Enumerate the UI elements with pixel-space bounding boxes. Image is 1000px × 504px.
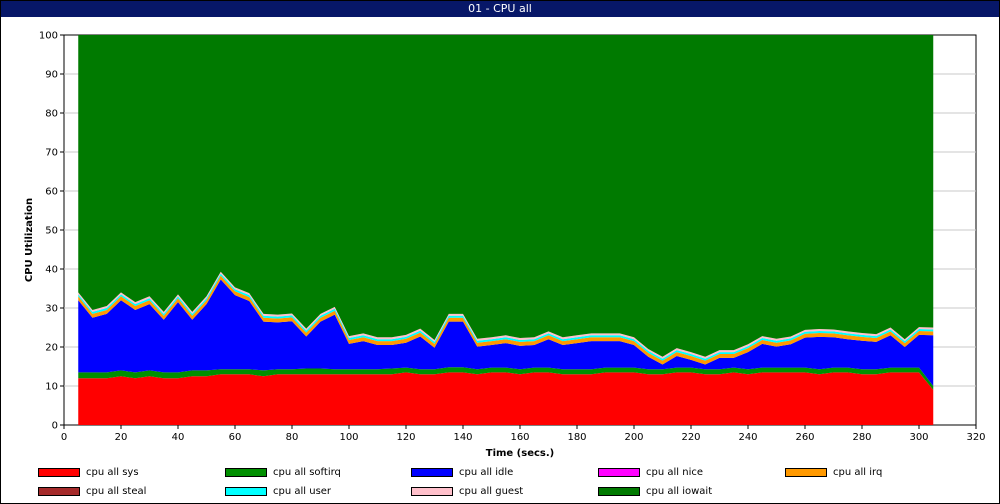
y-tick-label: 90 xyxy=(45,70,58,81)
area-cpu-all-iowait xyxy=(78,35,934,357)
legend-label: cpu all irq xyxy=(833,467,883,478)
legend-label: cpu all softirq xyxy=(273,467,341,478)
y-tick-label: 0 xyxy=(52,421,58,432)
y-tick-label: 20 xyxy=(45,343,58,354)
legend-swatch xyxy=(598,468,640,477)
x-tick-label: 80 xyxy=(286,432,299,443)
y-tick-label: 60 xyxy=(45,187,58,198)
legend-label: cpu all iowait xyxy=(646,486,713,497)
legend-swatch xyxy=(598,487,640,496)
x-tick-label: 320 xyxy=(966,432,985,443)
x-axis-label: Time (secs.) xyxy=(486,448,555,459)
x-tick-label: 260 xyxy=(795,432,814,443)
legend-label: cpu all nice xyxy=(646,467,703,478)
y-axis-label: CPU Utilization xyxy=(24,198,35,282)
stacked-areas xyxy=(78,35,934,425)
y-tick-label: 30 xyxy=(45,304,58,315)
x-tick-label: 200 xyxy=(624,432,643,443)
x-tick-label: 0 xyxy=(61,432,67,443)
legend-swatch xyxy=(225,468,267,477)
y-tick-label: 40 xyxy=(45,265,58,276)
area-cpu-all-idle xyxy=(78,279,934,386)
legend-swatch xyxy=(225,487,267,496)
x-tick-label: 300 xyxy=(909,432,928,443)
legend-label: cpu all idle xyxy=(459,467,514,478)
window-title: 01 - CPU all xyxy=(1,1,999,17)
x-tick-label: 140 xyxy=(453,432,472,443)
x-tick-label: 180 xyxy=(567,432,586,443)
y-tick-label: 100 xyxy=(39,31,58,42)
y-tick-label: 50 xyxy=(45,226,58,237)
area-cpu-all-softirq xyxy=(78,367,934,390)
x-tick-label: 60 xyxy=(229,432,242,443)
legend-label: cpu all steal xyxy=(86,486,147,497)
legend-swatch xyxy=(785,468,827,477)
x-tick-label: 100 xyxy=(339,432,358,443)
x-tick-label: 20 xyxy=(115,432,128,443)
x-tick-label: 40 xyxy=(172,432,185,443)
y-tick-label: 80 xyxy=(45,109,58,120)
y-tick-label: 70 xyxy=(45,148,58,159)
x-tick-label: 280 xyxy=(852,432,871,443)
x-tick-label: 120 xyxy=(396,432,415,443)
legend-swatch xyxy=(411,468,453,477)
legend-label: cpu all user xyxy=(273,486,332,497)
legend-label: cpu all sys xyxy=(86,467,139,478)
legend-swatch xyxy=(38,468,80,477)
area-cpu-all-sys xyxy=(78,372,934,425)
legend-swatch xyxy=(38,487,80,496)
x-tick-label: 160 xyxy=(510,432,529,443)
legend-label: cpu all guest xyxy=(459,486,524,497)
legend-swatch xyxy=(411,487,453,496)
x-tick-label: 220 xyxy=(681,432,700,443)
y-tick-label: 10 xyxy=(45,382,58,393)
axes: 0 10 20 30 40 50 60 70 80 90 100 0 20 40 60 80 100 120 140… xyxy=(39,31,986,444)
x-tick-label: 240 xyxy=(738,432,757,443)
